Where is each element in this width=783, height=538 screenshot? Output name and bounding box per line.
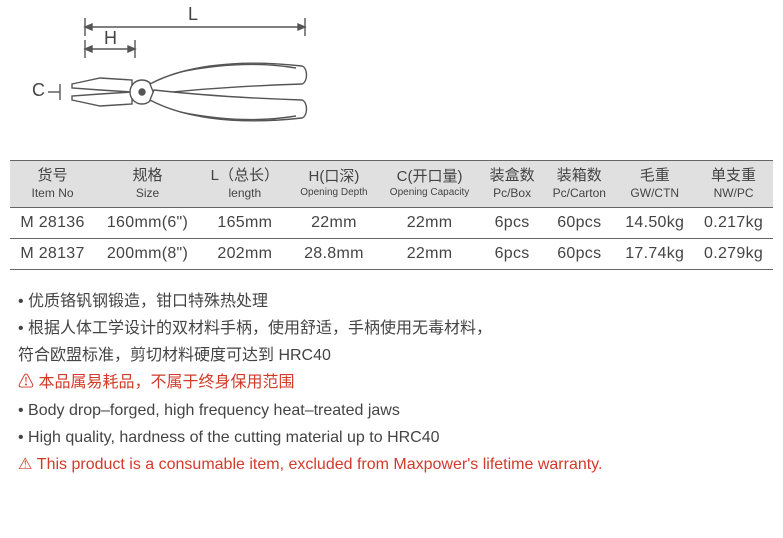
col-header-cn: 规格: [99, 167, 196, 186]
table-cell: 202mm: [200, 238, 290, 269]
table-cell: 14.50kg: [615, 207, 694, 238]
col-header-cn: 装盒数: [485, 167, 539, 186]
note-line: Body drop–forged, high frequency heat–tr…: [18, 397, 783, 424]
table-cell: 6pcs: [481, 207, 543, 238]
col-header-en: Pc/Carton: [547, 186, 611, 201]
table-cell: 17.74kg: [615, 238, 694, 269]
table-cell: 22mm: [378, 238, 481, 269]
dim-label-L: L: [188, 4, 198, 25]
col-header-en: Size: [99, 186, 196, 201]
col-header: 单支重NW/PC: [694, 161, 773, 208]
table-cell: 22mm: [290, 207, 378, 238]
table-cell: M 28137: [10, 238, 95, 269]
pliers-svg: [30, 8, 350, 148]
col-header-en: NW/PC: [698, 186, 769, 201]
table-cell: 28.8mm: [290, 238, 378, 269]
col-header-en: Opening Capacity: [382, 187, 477, 200]
table-cell: M 28136: [10, 207, 95, 238]
col-header-en: length: [204, 186, 286, 201]
col-header: 毛重GW/CTN: [615, 161, 694, 208]
col-header-cn: L（总长）: [204, 167, 286, 186]
col-header-cn: 毛重: [619, 167, 690, 186]
note-line: This product is a consumable item, exclu…: [18, 451, 783, 478]
col-header: 货号Item No: [10, 161, 95, 208]
note-line: High quality, hardness of the cutting ma…: [18, 424, 783, 451]
table-cell: 160mm(6"): [95, 207, 200, 238]
dim-label-C: C: [32, 80, 45, 101]
note-line: 本品属易耗品，不属于终身保用范围: [18, 369, 783, 396]
col-header: 装箱数Pc/Carton: [543, 161, 615, 208]
col-header-en: Item No: [14, 186, 91, 201]
col-header-cn: 单支重: [698, 167, 769, 186]
col-header: C(开口量)Opening Capacity: [378, 161, 481, 208]
col-header-cn: C(开口量): [382, 168, 477, 187]
col-header-en: GW/CTN: [619, 186, 690, 201]
note-line: 优质铬钒钢锻造，钳口特殊热处理: [18, 288, 783, 315]
dim-label-H: H: [104, 28, 117, 49]
pliers-diagram: L H C: [30, 8, 350, 148]
notes-list: 优质铬钒钢锻造，钳口特殊热处理根据人体工学设计的双材料手柄，使用舒适，手柄使用无…: [18, 288, 783, 478]
col-header-en: Opening Depth: [294, 187, 374, 200]
table-cell: 60pcs: [543, 207, 615, 238]
col-header-cn: H(口深): [294, 168, 374, 187]
table-row: M 28137200mm(8")202mm28.8mm22mm6pcs60pcs…: [10, 238, 773, 269]
table-cell: 60pcs: [543, 238, 615, 269]
table-cell: 22mm: [378, 207, 481, 238]
table-cell: 0.279kg: [694, 238, 773, 269]
col-header: 规格Size: [95, 161, 200, 208]
col-header: H(口深)Opening Depth: [290, 161, 378, 208]
note-line: 符合欧盟标准，剪切材料硬度可达到 HRC40: [18, 342, 783, 369]
col-header-cn: 装箱数: [547, 167, 611, 186]
spec-table: 货号Item No规格SizeL（总长）lengthH(口深)Opening D…: [10, 160, 773, 270]
col-header-en: Pc/Box: [485, 186, 539, 201]
table-row: M 28136160mm(6")165mm22mm22mm6pcs60pcs14…: [10, 207, 773, 238]
table-cell: 0.217kg: [694, 207, 773, 238]
note-line: 根据人体工学设计的双材料手柄，使用舒适，手柄使用无毒材料，: [18, 315, 783, 342]
col-header: L（总长）length: [200, 161, 290, 208]
table-cell: 165mm: [200, 207, 290, 238]
table-body: M 28136160mm(6")165mm22mm22mm6pcs60pcs14…: [10, 207, 773, 269]
col-header-cn: 货号: [14, 167, 91, 186]
table-header-row: 货号Item No规格SizeL（总长）lengthH(口深)Opening D…: [10, 161, 773, 208]
col-header: 装盒数Pc/Box: [481, 161, 543, 208]
table-cell: 200mm(8"): [95, 238, 200, 269]
table-cell: 6pcs: [481, 238, 543, 269]
